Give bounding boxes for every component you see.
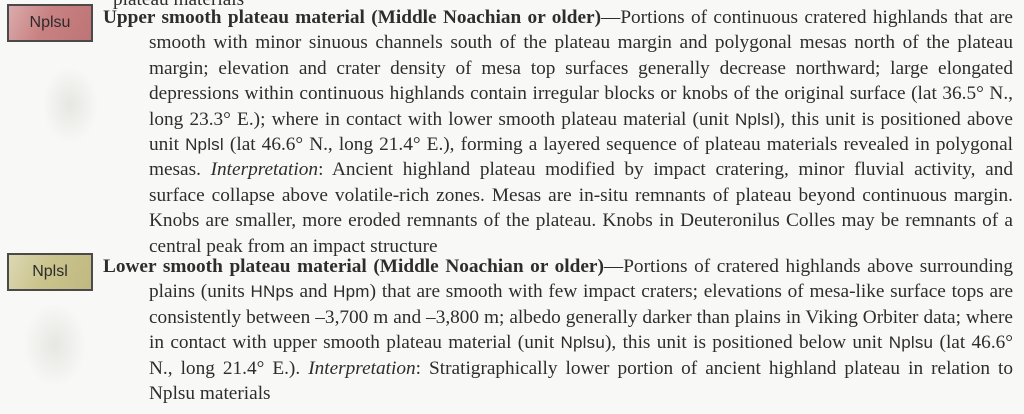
text-segment-normal: and	[293, 281, 334, 303]
unit-label-nplsl: Nplsl	[32, 263, 68, 280]
text-segment-italic: Interpretation	[308, 357, 416, 379]
text-segment-unit: Hpm	[333, 282, 370, 302]
text-segment-normal: (lat 46.6° N., long 21.4° E.).	[149, 332, 1013, 379]
truncated-text-line: plateau materials	[113, 0, 244, 12]
unit-label-nplsu: Nplsu	[29, 14, 71, 31]
text-segment-normal: ), this unit is positioned above unit	[149, 108, 1013, 156]
unit-color-swatch-nplsu: Nplsu	[7, 4, 93, 42]
text-segment-unit: Nplsu	[888, 333, 934, 353]
text-segment-unit: Nplsu	[560, 333, 605, 353]
text-segment-unit: HNps	[250, 282, 294, 302]
text-segment-normal: ) that are smooth with few impact crater…	[149, 281, 1014, 354]
text-segment-bold: Upper smooth plateau material (Middle No…	[103, 7, 602, 28]
text-segment-unit: Nplsl	[185, 135, 224, 155]
text-segment-normal: : Ancient highland plateau modified by i…	[149, 159, 1013, 257]
text-segment-bold: Lower smooth plateau material (Middle No…	[103, 256, 604, 277]
text-segment-normal: ), this unit is positioned below unit	[605, 332, 889, 354]
text-segment-italic: Interpretation	[210, 159, 319, 181]
text-segment-unit: Nplsl	[735, 109, 774, 129]
text-segment-normal: —Portions of continuous cratered highlan…	[149, 7, 1013, 130]
unit-description-nplsl: Lower smooth plateau material (Middle No…	[103, 254, 1014, 406]
text-segment-normal: —Portions of cratered highlands above su…	[149, 256, 1013, 303]
scan-artifact	[30, 50, 110, 160]
scan-artifact	[10, 285, 100, 405]
unit-color-swatch-nplsl: Nplsl	[7, 253, 93, 291]
unit-description-nplsu: Upper smooth plateau material (Middle No…	[103, 5, 1013, 259]
text-segment-normal: (lat 46.6° N., long 21.4° E.), forming a…	[149, 134, 1013, 181]
text-segment-normal: : Stratigraphically lower portion of anc…	[149, 357, 1013, 405]
